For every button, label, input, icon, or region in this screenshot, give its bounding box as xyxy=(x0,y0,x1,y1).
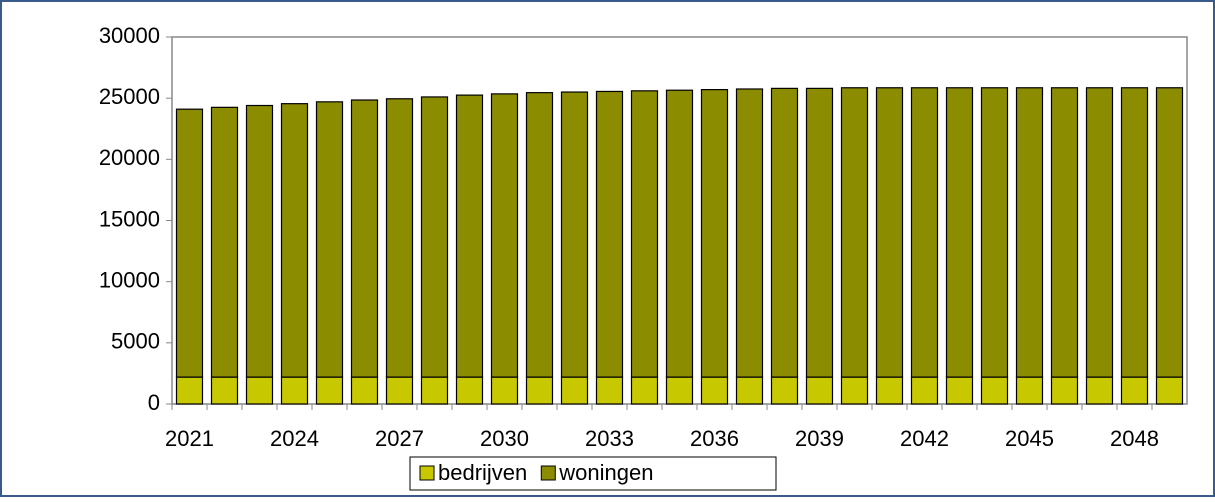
bar-segment xyxy=(840,376,869,405)
bar-segment xyxy=(980,376,1009,405)
y-tick-label: 20000 xyxy=(99,145,160,170)
bar-segment xyxy=(280,376,309,405)
bar-segment xyxy=(630,90,659,378)
bar-segment xyxy=(1085,87,1114,378)
bar-segment xyxy=(315,101,344,378)
legend-swatch xyxy=(419,465,435,481)
y-tick-label: 5000 xyxy=(111,329,160,354)
x-tick-label: 2024 xyxy=(270,426,319,451)
bar-segment xyxy=(875,87,904,378)
bar-segment xyxy=(840,87,869,378)
legend-label: woningen xyxy=(558,460,653,485)
bar-segment xyxy=(385,98,414,378)
bar-segment xyxy=(490,376,519,405)
bar-segment xyxy=(1085,376,1114,405)
bar-segment xyxy=(630,376,659,405)
x-tick-label: 2036 xyxy=(690,426,739,451)
bar-segment xyxy=(385,376,414,405)
legend-label: bedrijven xyxy=(438,460,527,485)
bar-segment xyxy=(770,376,799,405)
bar-segment xyxy=(245,376,274,405)
bar-segment xyxy=(700,376,729,405)
bar-segment xyxy=(945,87,974,378)
x-tick-label: 2021 xyxy=(165,426,214,451)
y-tick-label: 0 xyxy=(148,390,160,415)
bar-segment xyxy=(1050,87,1079,378)
bar-segment xyxy=(455,376,484,405)
bar-segment xyxy=(1120,87,1149,378)
x-tick-label: 2033 xyxy=(585,426,634,451)
bar-segment xyxy=(700,89,729,378)
bar-segment xyxy=(910,87,939,378)
x-tick-label: 2039 xyxy=(795,426,844,451)
bar-segment xyxy=(210,106,239,378)
y-tick-label: 30000 xyxy=(99,23,160,48)
x-tick-label: 2048 xyxy=(1110,426,1159,451)
bar-segment xyxy=(665,89,694,378)
y-tick-label: 10000 xyxy=(99,267,160,292)
y-tick-label: 25000 xyxy=(99,84,160,109)
bar-segment xyxy=(665,376,694,405)
bar-segment xyxy=(280,103,309,378)
x-tick-label: 2045 xyxy=(1005,426,1054,451)
bar-segment xyxy=(945,376,974,405)
bar-segment xyxy=(595,376,624,405)
bar-segment xyxy=(175,108,204,378)
x-tick-label: 2042 xyxy=(900,426,949,451)
bar-segment xyxy=(735,376,764,405)
legend-box xyxy=(409,456,777,491)
bar-segment xyxy=(1050,376,1079,405)
bar-segment xyxy=(805,87,834,378)
bar-segment xyxy=(980,87,1009,378)
bar-segment xyxy=(595,90,624,378)
bar-segment xyxy=(455,94,484,378)
bar-segment xyxy=(875,376,904,405)
bar-segment xyxy=(910,376,939,405)
y-tick-label: 15000 xyxy=(99,206,160,231)
bar-segment xyxy=(420,96,449,378)
bar-segment xyxy=(1120,376,1149,405)
x-tick-label: 2027 xyxy=(375,426,424,451)
bar-segment xyxy=(735,88,764,378)
bar-segment xyxy=(490,93,519,378)
bar-segment xyxy=(245,104,274,378)
bar-segment xyxy=(350,376,379,405)
x-tick-label: 2030 xyxy=(480,426,529,451)
bar-segment xyxy=(560,376,589,405)
bar-segment xyxy=(525,376,554,405)
bar-segment xyxy=(1015,376,1044,405)
bar-segment xyxy=(315,376,344,405)
bar-segment xyxy=(1155,87,1184,378)
bar-segment xyxy=(1015,87,1044,378)
bar-segment xyxy=(420,376,449,405)
bar-segment xyxy=(805,376,834,405)
bar-segment xyxy=(525,92,554,378)
bar-segment xyxy=(350,99,379,378)
bar-segment xyxy=(560,91,589,378)
bar-segment xyxy=(1155,376,1184,405)
bar-segment xyxy=(175,376,204,405)
bar-segment xyxy=(210,376,239,405)
legend-swatch xyxy=(540,465,556,481)
bar-segment xyxy=(770,87,799,378)
